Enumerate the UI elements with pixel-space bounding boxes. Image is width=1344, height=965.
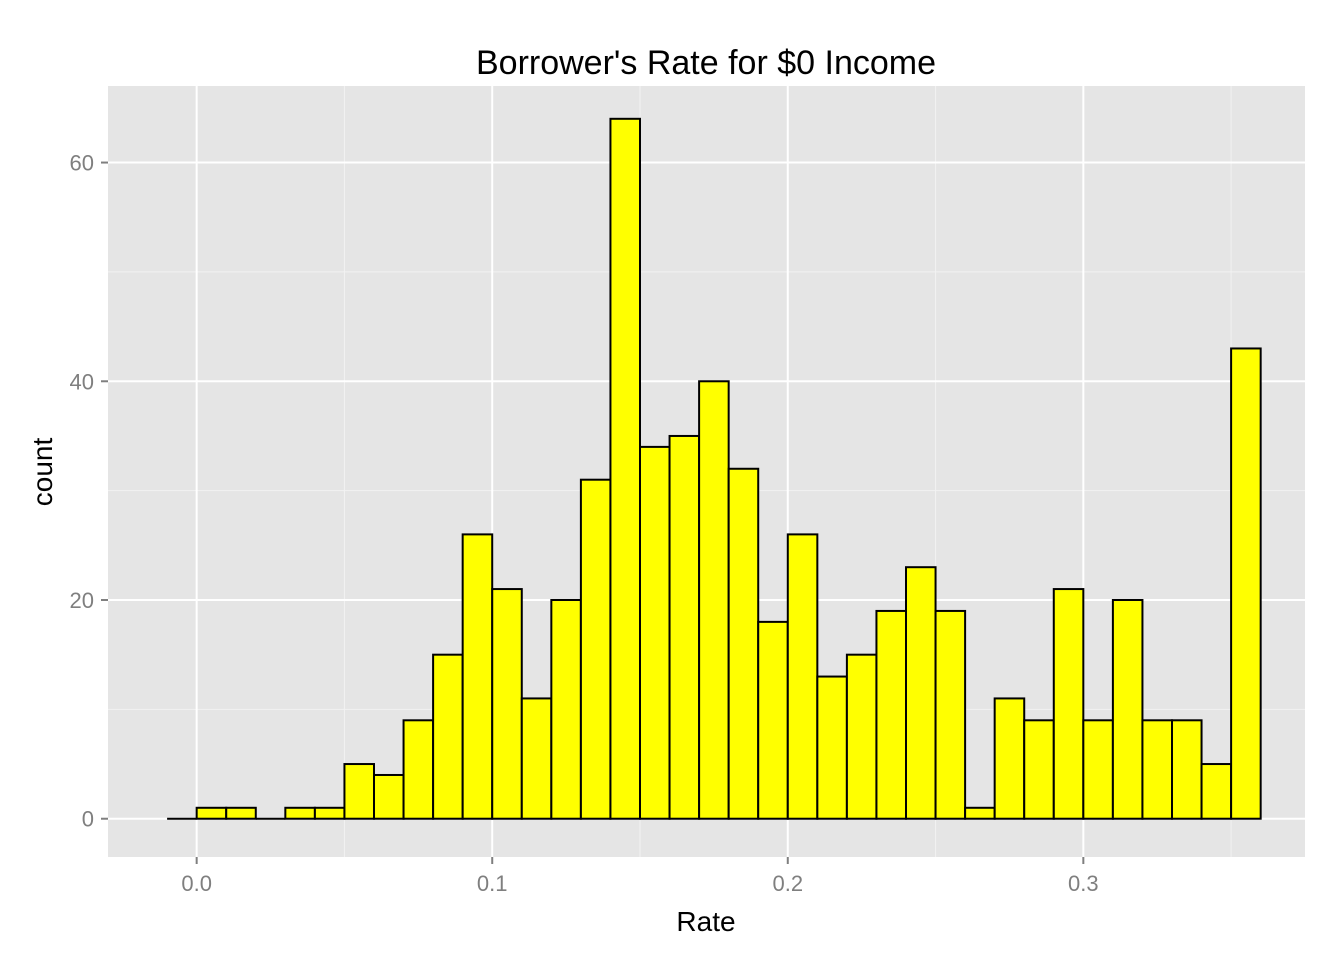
histogram-bar <box>1141 719 1174 820</box>
histogram-bar <box>639 445 671 820</box>
x-tick-label: 0.3 <box>1068 871 1099 896</box>
histogram-bar <box>727 467 760 820</box>
histogram-bar <box>520 697 553 820</box>
y-tick-label: 40 <box>70 369 94 394</box>
histogram-bar <box>432 653 464 820</box>
histogram-bar <box>934 609 967 820</box>
histogram-bar <box>668 434 701 820</box>
y-axis-title: count <box>27 438 58 507</box>
histogram-bar <box>757 620 789 820</box>
histogram-bar <box>461 533 494 820</box>
histogram-bar <box>964 806 996 820</box>
histogram-bar <box>313 806 346 820</box>
histogram-bar <box>1111 599 1144 820</box>
histogram-bar <box>1052 588 1085 820</box>
y-axis-ticks: 0 20 40 60 <box>70 151 108 832</box>
histogram-bar <box>993 697 1026 820</box>
histogram-bar <box>225 806 257 820</box>
y-tick-label: 60 <box>70 151 94 176</box>
histogram-bar <box>1171 719 1203 820</box>
histogram-bar <box>402 719 435 820</box>
histogram-bar <box>373 773 405 820</box>
histogram-bar <box>1200 763 1233 820</box>
y-tick-label: 20 <box>70 588 94 613</box>
histogram-bar <box>609 117 642 820</box>
histogram-bar <box>579 478 612 820</box>
histogram-bar <box>195 806 228 820</box>
x-axis-ticks: 0.0 0.1 0.2 0.3 <box>181 857 1099 896</box>
histogram-bar <box>905 566 937 820</box>
chart-title: Borrower's Rate for $0 Income <box>476 44 936 82</box>
histogram-bar <box>786 533 819 820</box>
histogram-bar <box>550 599 582 820</box>
histogram-bar <box>1082 719 1114 820</box>
histogram-bar <box>343 763 376 820</box>
histogram-bar <box>491 588 523 820</box>
histogram-bar <box>816 675 848 820</box>
y-tick-label: 0 <box>82 807 94 832</box>
histogram-bar <box>1023 719 1055 820</box>
x-tick-label: 0.1 <box>477 871 508 896</box>
x-tick-label: 0.2 <box>772 871 803 896</box>
histogram-bar <box>845 653 878 820</box>
x-tick-label: 0.0 <box>181 871 212 896</box>
histogram-bar <box>1230 347 1262 820</box>
bars <box>167 117 1262 820</box>
x-axis-title: Rate <box>676 906 735 937</box>
histogram-bar <box>698 380 730 820</box>
histogram-bar <box>875 609 908 820</box>
histogram-bar <box>284 806 316 820</box>
